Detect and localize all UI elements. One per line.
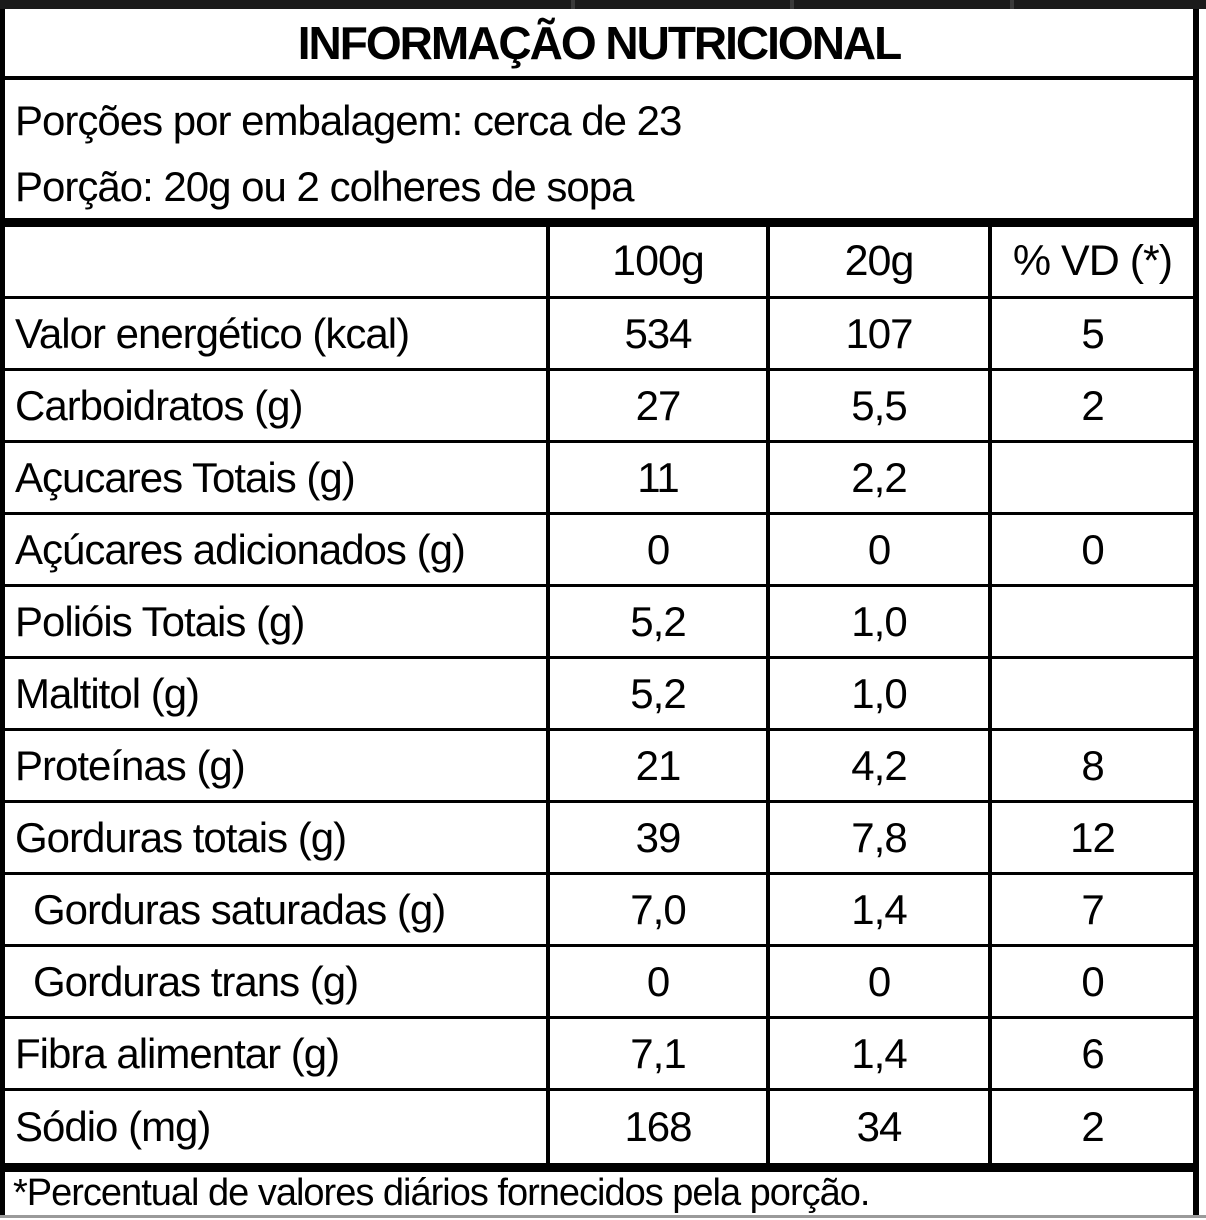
value-per-20g: 34: [770, 1091, 992, 1163]
top-bar-notch: [1010, 0, 1014, 9]
value-per-100g: 534: [550, 299, 770, 368]
nutrient-label: Carboidratos (g): [5, 371, 550, 440]
nutrient-label: Açúcares adicionados (g): [5, 515, 550, 584]
value-percent-vd: 2: [1081, 1103, 1104, 1150]
nutrient-label: Sódio (mg): [5, 1091, 550, 1163]
nutrient-label: Maltitol (g): [5, 659, 550, 728]
value-per-100g: 168: [550, 1091, 770, 1163]
value-per-100g: 5,2: [550, 659, 770, 728]
table-row: Valor energético (kcal) 534 107 5: [5, 299, 1193, 371]
nutrient-label: Valor energético (kcal): [5, 299, 550, 368]
value-per-20g: 4,2: [770, 731, 992, 800]
serving-size: Porção: 20g ou 2 colheres de sopa: [15, 163, 634, 210]
table-row: Gorduras saturadas (g) 7,0 1,4 7: [5, 875, 1193, 947]
table-header-row: 100g 20g % VD (*): [5, 227, 1193, 299]
top-bar-notch: [571, 0, 575, 9]
footer-row: *Percentual de valores diários fornecido…: [5, 1172, 1193, 1215]
value-percent-vd: 12: [1070, 813, 1116, 861]
value-per-20g: 7,8: [770, 803, 992, 872]
title-row: INFORMAÇÃO NUTRICIONAL: [5, 9, 1193, 80]
value-percent-vd: 0: [1081, 525, 1104, 573]
column-header-100g: 100g: [550, 227, 770, 296]
value-per-100g: 27: [550, 371, 770, 440]
value-percent-vd: [992, 443, 1193, 512]
top-bar-notch: [790, 0, 794, 9]
column-header-nutrient: [5, 227, 550, 296]
nutrient-label: Açucares Totais (g): [5, 443, 550, 512]
value-per-20g: 107: [770, 299, 992, 368]
page-title: INFORMAÇÃO NUTRICIONAL: [297, 16, 902, 69]
cropped-table-edge-bar: [0, 0, 1206, 9]
value-per-100g: 0: [550, 515, 770, 584]
value-percent-vd: 7: [1081, 885, 1104, 933]
value-percent-vd: 2: [1081, 381, 1104, 429]
table-row: Maltitol (g) 5,2 1,0: [5, 659, 1193, 731]
nutrition-label: INFORMAÇÃO NUTRICIONAL Porções por embal…: [0, 9, 1199, 1215]
nutrient-label: Polióis Totais (g): [5, 587, 550, 656]
value-per-20g: 0: [770, 947, 992, 1016]
serving-info: Porções por embalagem: cerca de 23 Porçã…: [5, 80, 1193, 227]
value-per-100g: 11: [550, 443, 770, 512]
table-row: Carboidratos (g) 27 5,5 2: [5, 371, 1193, 443]
nutrient-label: Proteínas (g): [5, 731, 550, 800]
nutrient-label: Gorduras saturadas (g): [5, 875, 550, 944]
value-per-20g: 1,0: [770, 587, 992, 656]
value-per-100g: 7,0: [550, 875, 770, 944]
value-percent-vd: [992, 587, 1193, 656]
value-per-20g: 2,2: [770, 443, 992, 512]
table-row: Proteínas (g) 21 4,2 8: [5, 731, 1193, 803]
value-per-100g: 21: [550, 731, 770, 800]
footer-separator: [5, 1163, 1193, 1172]
nutrient-label: Gorduras totais (g): [5, 803, 550, 872]
table-row: Açúcares adicionados (g) 0 0 0: [5, 515, 1193, 587]
daily-values-footnote: *Percentual de valores diários fornecido…: [13, 1172, 870, 1214]
table-row: Polióis Totais (g) 5,2 1,0: [5, 587, 1193, 659]
value-percent-vd: [992, 659, 1193, 728]
value-per-100g: 0: [550, 947, 770, 1016]
value-percent-vd: 0: [1081, 957, 1104, 1005]
value-per-20g: 1,4: [770, 875, 992, 944]
value-percent-vd: 6: [1081, 1029, 1104, 1077]
value-percent-vd: 8: [1081, 741, 1104, 789]
value-per-20g: 1,0: [770, 659, 992, 728]
value-per-100g: 7,1: [550, 1019, 770, 1088]
value-per-20g: 0: [770, 515, 992, 584]
table-row: Sódio (mg) 168 34 2: [5, 1091, 1193, 1163]
nutrient-label: Gorduras trans (g): [5, 947, 550, 1016]
value-per-100g: 5,2: [550, 587, 770, 656]
cropped-bottom-border: [0, 1215, 1206, 1218]
column-header-20g: 20g: [770, 227, 992, 296]
table-row: Gorduras totais (g) 39 7,8 12: [5, 803, 1193, 875]
table-row: Açucares Totais (g) 11 2,2: [5, 443, 1193, 515]
table-row: Fibra alimentar (g) 7,1 1,4 6: [5, 1019, 1193, 1091]
nutrient-label: Fibra alimentar (g): [5, 1019, 550, 1088]
value-per-20g: 5,5: [770, 371, 992, 440]
value-per-20g: 1,4: [770, 1019, 992, 1088]
servings-per-package: Porções por embalagem: cerca de 23: [15, 97, 682, 144]
value-percent-vd: 5: [1081, 309, 1104, 357]
value-per-100g: 39: [550, 803, 770, 872]
table-row: Gorduras trans (g) 0 0 0: [5, 947, 1193, 1019]
column-header-vd: % VD (*): [1012, 237, 1173, 285]
